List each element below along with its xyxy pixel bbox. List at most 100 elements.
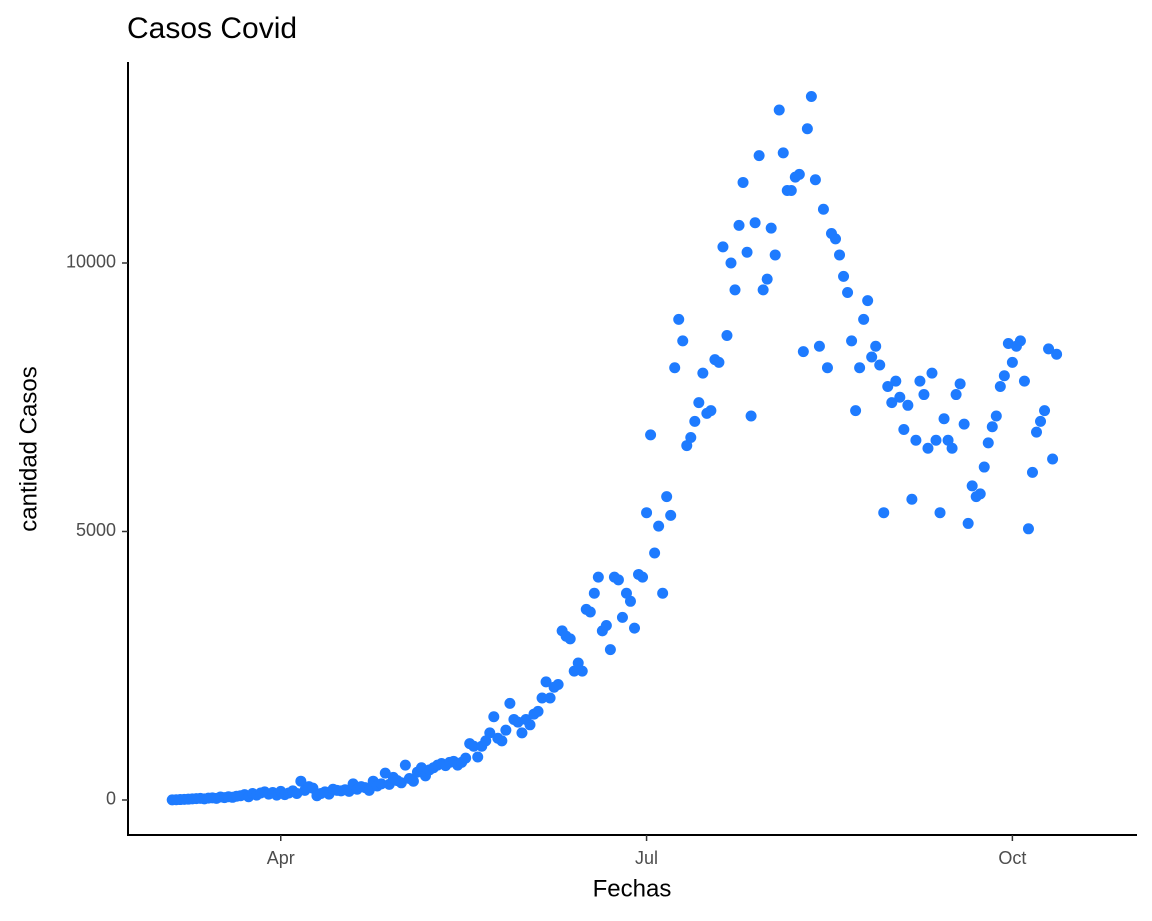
point xyxy=(1051,348,1063,360)
y-tick-label: 0 xyxy=(106,789,116,809)
point xyxy=(982,437,994,449)
point xyxy=(295,775,307,787)
point xyxy=(705,405,717,417)
point xyxy=(950,389,962,401)
point xyxy=(685,432,697,444)
point xyxy=(918,389,930,401)
point xyxy=(657,587,669,599)
point xyxy=(737,176,749,188)
point xyxy=(588,587,600,599)
point xyxy=(641,507,653,519)
point xyxy=(673,313,685,325)
point xyxy=(375,778,387,790)
point xyxy=(564,633,576,645)
point xyxy=(998,370,1010,382)
point xyxy=(689,415,701,427)
point xyxy=(850,405,862,417)
point xyxy=(757,284,769,296)
point xyxy=(785,185,797,197)
point xyxy=(838,270,850,282)
point xyxy=(1014,335,1026,347)
point xyxy=(725,257,737,269)
point xyxy=(986,421,998,433)
point xyxy=(842,287,854,299)
point xyxy=(890,375,902,387)
point xyxy=(926,367,938,379)
point xyxy=(910,434,922,446)
point xyxy=(805,91,817,103)
point xyxy=(906,493,918,505)
point xyxy=(958,418,970,430)
point xyxy=(990,410,1002,422)
point xyxy=(363,784,375,796)
point xyxy=(395,777,407,789)
y-tick-label: 5000 xyxy=(76,520,116,540)
point xyxy=(813,340,825,352)
point xyxy=(858,313,870,325)
point xyxy=(834,249,846,261)
point xyxy=(616,611,628,623)
point xyxy=(500,724,512,736)
x-axis-title: Fechas xyxy=(593,875,672,902)
point xyxy=(540,676,552,688)
point xyxy=(496,735,508,747)
point xyxy=(460,752,472,764)
point xyxy=(874,359,886,371)
point xyxy=(777,147,789,159)
point xyxy=(677,335,689,347)
point xyxy=(741,246,753,258)
point xyxy=(536,692,548,704)
point xyxy=(962,517,974,529)
point xyxy=(854,362,866,374)
point xyxy=(966,480,978,492)
point xyxy=(552,679,564,691)
point xyxy=(821,362,833,374)
chart-title: Casos Covid xyxy=(127,12,297,45)
x-tick-label: Apr xyxy=(267,848,295,868)
x-tick-label: Jul xyxy=(635,848,658,868)
point xyxy=(866,351,878,363)
point xyxy=(468,740,480,752)
point xyxy=(407,775,419,787)
point xyxy=(954,378,966,390)
point xyxy=(472,751,484,763)
point xyxy=(1035,415,1047,427)
point xyxy=(761,273,773,285)
point xyxy=(830,233,842,245)
point xyxy=(1039,405,1051,417)
point xyxy=(697,367,709,379)
point xyxy=(653,520,665,532)
point xyxy=(624,595,636,607)
point xyxy=(592,571,604,583)
point xyxy=(532,705,544,717)
y-axis-title: cantidad Casos xyxy=(15,366,42,531)
point xyxy=(817,203,829,215)
point xyxy=(665,509,677,521)
point xyxy=(745,410,757,422)
point xyxy=(946,442,958,454)
point xyxy=(576,665,588,677)
x-tick-label: Oct xyxy=(998,848,1026,868)
point xyxy=(604,644,616,656)
point xyxy=(649,547,661,559)
point xyxy=(524,719,536,731)
point xyxy=(629,622,641,634)
point xyxy=(938,413,950,425)
y-tick-label: 10000 xyxy=(66,252,116,272)
point xyxy=(882,381,894,393)
point xyxy=(749,217,761,229)
point xyxy=(773,104,785,116)
point xyxy=(846,335,858,347)
point xyxy=(721,329,733,341)
point xyxy=(645,429,657,441)
point xyxy=(801,123,813,135)
point xyxy=(484,727,496,739)
point xyxy=(717,241,729,253)
point xyxy=(994,381,1006,393)
point xyxy=(612,574,624,586)
point xyxy=(922,442,934,454)
point xyxy=(1047,453,1059,465)
point xyxy=(504,697,516,709)
point xyxy=(930,434,942,446)
